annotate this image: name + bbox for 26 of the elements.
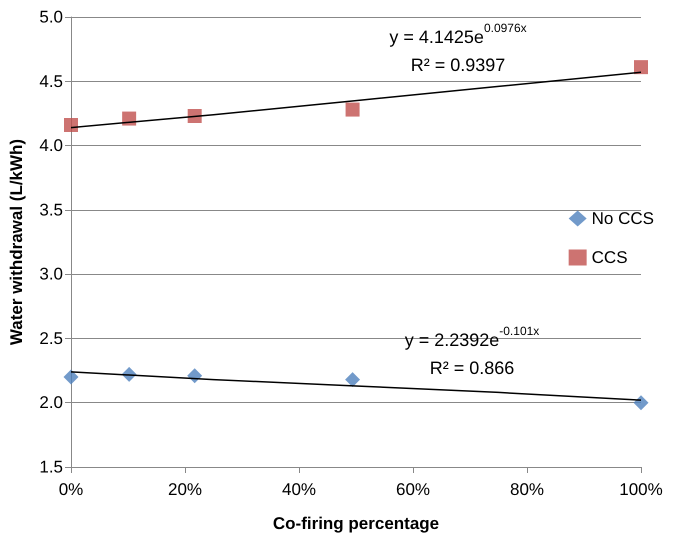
x-tick-label: 100% bbox=[619, 480, 663, 499]
y-tick-label: 2.5 bbox=[39, 328, 63, 348]
x-axis-title: Co-firing percentage bbox=[272, 514, 440, 533]
legend-label: CCS bbox=[592, 248, 628, 267]
x-tick-label: 20% bbox=[168, 480, 202, 499]
y-tick-label: 4.5 bbox=[39, 72, 63, 91]
y-tick-label: 1.5 bbox=[39, 458, 63, 476]
y-tick-label: 4.0 bbox=[39, 136, 63, 156]
annotation: R² = 0.866 bbox=[430, 358, 514, 378]
y-tick-label: 3.0 bbox=[39, 264, 63, 284]
point bbox=[64, 118, 78, 132]
point bbox=[634, 60, 648, 74]
x-tick-label: 80% bbox=[510, 480, 544, 499]
annotation: R² = 0.9397 bbox=[410, 55, 506, 75]
x-tick-label: 60% bbox=[396, 480, 430, 499]
point bbox=[634, 395, 648, 410]
y-tick-label: 3.5 bbox=[39, 200, 63, 220]
y-tick-label: 2.0 bbox=[39, 393, 63, 412]
x-tick-label: 40% bbox=[282, 480, 316, 499]
y-tick-label: 5.0 bbox=[39, 8, 63, 26]
x-tick-label: 0% bbox=[58, 480, 84, 499]
y-axis-title: Water withdrawal (L/kWh) bbox=[7, 138, 26, 346]
legend-label: No CCS bbox=[592, 209, 654, 228]
point bbox=[64, 370, 78, 384]
point bbox=[345, 372, 360, 388]
point bbox=[346, 102, 360, 117]
